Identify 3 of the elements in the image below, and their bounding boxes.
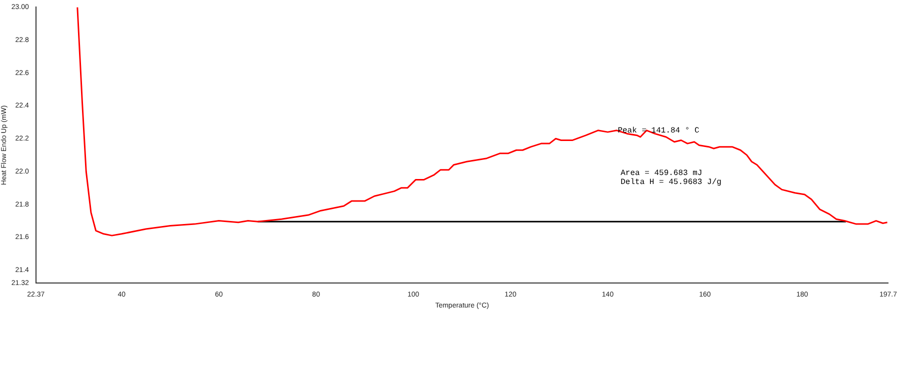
- annotation: Delta H = 45.9683 J/g: [620, 178, 722, 187]
- annotation: Area = 459.683 mJ: [620, 168, 702, 178]
- annotation: Peak = 141.84 ° C: [618, 126, 700, 136]
